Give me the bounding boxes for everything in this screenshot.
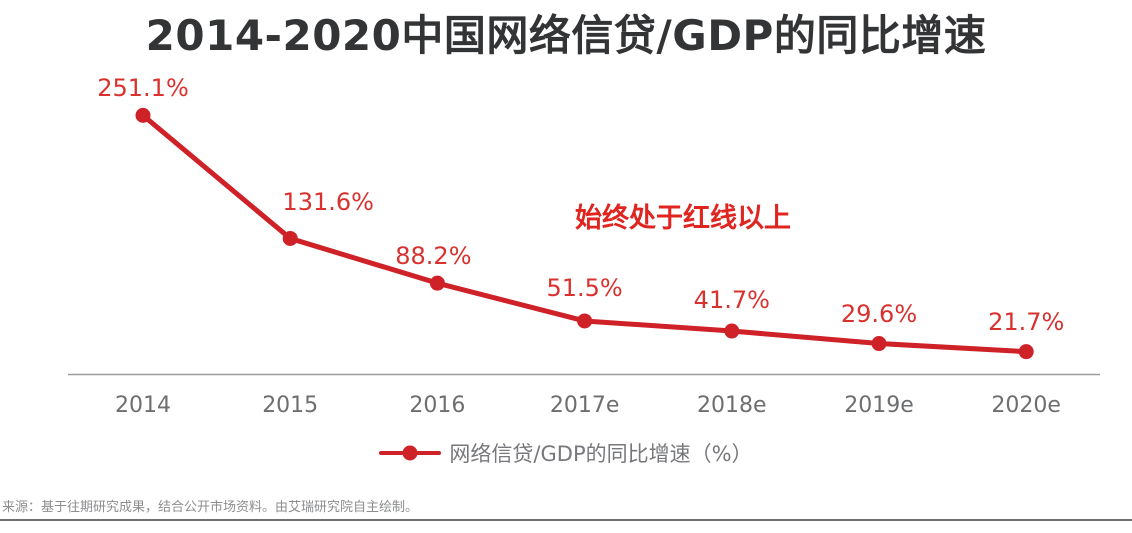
value-label: 29.6%	[840, 299, 918, 328]
value-label: 21.7%	[988, 307, 1065, 336]
legend-dot-icon	[402, 445, 418, 461]
x-tick-label: 2020e	[991, 393, 1061, 418]
x-tick-label: 2017e	[549, 393, 620, 418]
source-note: 来源：基于往期研究成果，结合公开市场资料。由艾瑞研究院自主绘制。	[2, 500, 419, 515]
data-point-marker	[429, 275, 445, 291]
data-point-marker	[282, 230, 298, 246]
data-point-marker	[1018, 344, 1034, 360]
annotation-label: 始终处于红线以上	[575, 203, 791, 234]
x-tick-label: 2015	[262, 393, 319, 418]
data-point-marker	[871, 336, 887, 352]
value-label: 131.6%	[282, 188, 374, 217]
x-tick-label: 2018e	[697, 393, 767, 418]
page-title: 2014-2020中国网络信贷/GDP的同比增速	[145, 11, 987, 60]
data-point-marker	[135, 107, 151, 123]
x-tick-label: 2014	[115, 393, 171, 418]
value-label: 41.7%	[693, 286, 770, 315]
legend-line-marker-icon	[379, 445, 442, 461]
legend: 网络信贷/GDP的同比增速（%）	[0, 439, 1132, 467]
legend-series-label: 网络信贷/GDP的同比增速（%）	[449, 442, 753, 466]
bottom-divider	[0, 519, 1132, 521]
data-point-marker	[577, 313, 593, 329]
value-label: 51.5%	[546, 273, 623, 302]
value-label: 251.1%	[97, 74, 189, 103]
data-point-marker	[724, 323, 740, 339]
value-label: 88.2%	[395, 242, 472, 271]
x-tick-label: 2016	[409, 393, 466, 418]
x-tick-label: 2019e	[844, 393, 914, 418]
